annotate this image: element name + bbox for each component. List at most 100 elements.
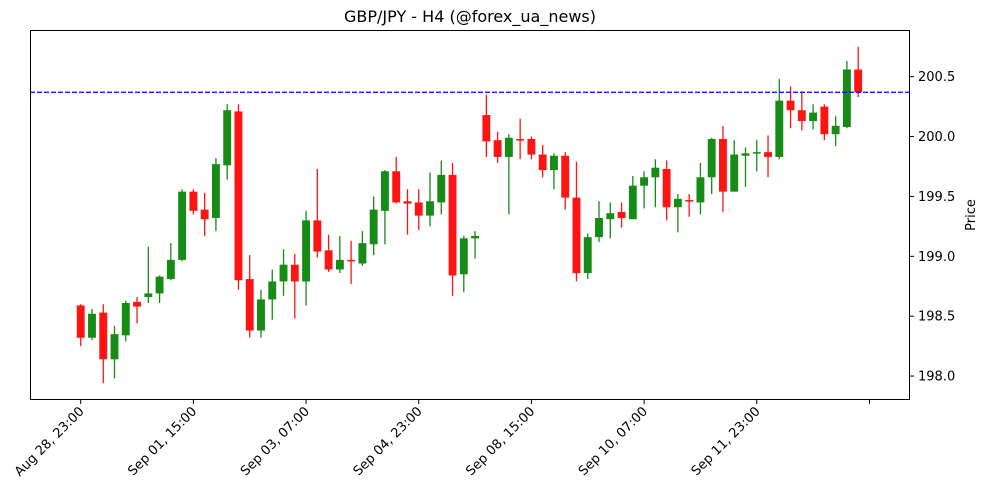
candle-body: [211, 164, 220, 218]
candle-body: [842, 69, 851, 127]
x-tick-label: Sep 04, 23:00: [351, 404, 426, 479]
y-tick-label: 198.0: [918, 370, 955, 385]
y-tick-label: 199.0: [918, 250, 955, 265]
candle-body: [752, 152, 761, 154]
candle-body: [414, 202, 423, 216]
candle-body: [189, 191, 198, 211]
x-tick-label: Sep 10, 07:00: [576, 404, 651, 479]
candle-body: [538, 154, 547, 171]
candle-body: [662, 168, 671, 208]
candle-body: [685, 200, 694, 202]
plot-area: [30, 46, 910, 384]
candle: [380, 170, 389, 245]
candle: [752, 140, 761, 172]
candle: [403, 189, 412, 235]
candle-body: [234, 111, 243, 281]
candle-body: [369, 209, 378, 245]
candle-body: [831, 125, 840, 135]
candle-body: [471, 235, 480, 239]
y-tick-label: 199.5: [918, 190, 955, 205]
candle-body: [324, 250, 333, 270]
candle: [110, 325, 119, 379]
candle: [707, 137, 716, 195]
candle: [685, 194, 694, 217]
candle-body: [257, 299, 265, 331]
candle: [279, 249, 288, 296]
candle: [764, 135, 772, 178]
candle-body: [426, 201, 434, 216]
candle: [99, 304, 108, 384]
candle: [211, 158, 220, 232]
candle: [437, 160, 446, 215]
x-tick-label: Sep 01, 15:00: [125, 404, 200, 479]
candle: [245, 255, 254, 338]
candle-body: [144, 293, 153, 298]
candle-body: [651, 167, 660, 178]
candle: [358, 231, 367, 266]
candle-body: [245, 279, 254, 331]
candle: [673, 194, 682, 233]
candle-body: [820, 106, 829, 135]
x-axis: Aug 28, 23:00 Sep 01, 15:00 Sep 03, 07:00 S…: [12, 400, 870, 480]
x-tick-label: Sep 08, 15:00: [463, 404, 538, 479]
candle: [775, 79, 784, 160]
candle-body: [358, 243, 367, 264]
candle: [133, 297, 141, 324]
candle-body: [617, 212, 626, 218]
candle: [854, 46, 863, 98]
candle-body: [459, 238, 468, 275]
candle-body: [482, 115, 491, 142]
candle: [234, 104, 243, 290]
candle: [459, 235, 468, 293]
candle-body: [572, 197, 581, 274]
candle-body: [561, 155, 570, 198]
candle: [741, 147, 750, 187]
candle-body: [797, 110, 806, 122]
candle: [797, 92, 806, 131]
candle: [640, 171, 649, 209]
candle: [257, 289, 265, 338]
x-tick-label: Sep 11, 23:00: [689, 404, 764, 479]
candle-body: [730, 154, 739, 192]
candle: [493, 131, 502, 163]
candle-body: [76, 305, 85, 338]
candle-body: [854, 69, 863, 93]
candle: [268, 269, 277, 320]
candle-body: [110, 334, 119, 360]
candle: [471, 231, 480, 259]
y-axis: 198.0 198.5 199.0 199.5 200.0 200.5: [910, 70, 955, 385]
candle: [516, 118, 525, 160]
candle-body: [200, 209, 209, 220]
candle-body: [764, 152, 772, 157]
candle-body: [775, 100, 784, 157]
candle-body: [166, 259, 175, 280]
candle-body: [550, 155, 558, 171]
x-tick-label: Sep 03, 07:00: [238, 404, 313, 479]
candle: [223, 104, 232, 180]
candle-body: [448, 174, 457, 276]
candle: [313, 168, 322, 258]
candle: [527, 136, 536, 160]
candle-body: [99, 312, 108, 360]
candle-body: [809, 112, 818, 122]
candle: [121, 300, 130, 342]
candle: [504, 134, 513, 215]
candle-body: [741, 153, 750, 156]
candle: [538, 144, 547, 178]
candle: [290, 253, 299, 319]
candle-body: [380, 171, 389, 211]
candle-body: [696, 177, 705, 203]
candle-body: [786, 100, 795, 111]
candle-body: [640, 177, 649, 186]
candle: [628, 176, 637, 220]
candle-body: [392, 171, 401, 203]
candle: [144, 246, 153, 304]
candle: [842, 61, 851, 129]
candle: [347, 240, 356, 284]
candle-body: [88, 313, 96, 338]
candle-body: [290, 264, 299, 282]
candle-body: [595, 217, 603, 238]
candle-body: [133, 301, 141, 307]
candle-body: [313, 220, 322, 252]
